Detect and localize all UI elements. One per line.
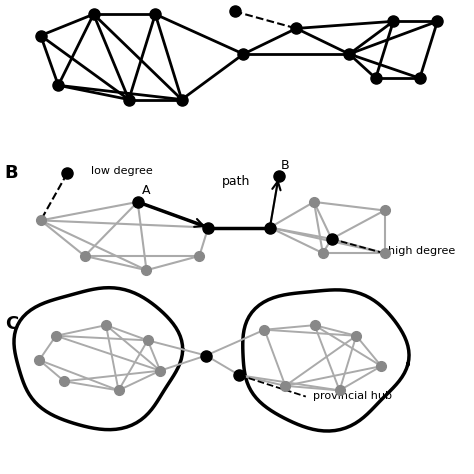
Text: B: B (5, 164, 18, 182)
Text: provincial hub: provincial hub (313, 391, 392, 401)
Text: high degree: high degree (389, 246, 456, 256)
Text: A: A (142, 184, 151, 197)
Text: path: path (221, 175, 250, 188)
Text: low degree: low degree (91, 166, 153, 176)
Text: C: C (5, 315, 18, 333)
Text: B: B (281, 159, 290, 172)
